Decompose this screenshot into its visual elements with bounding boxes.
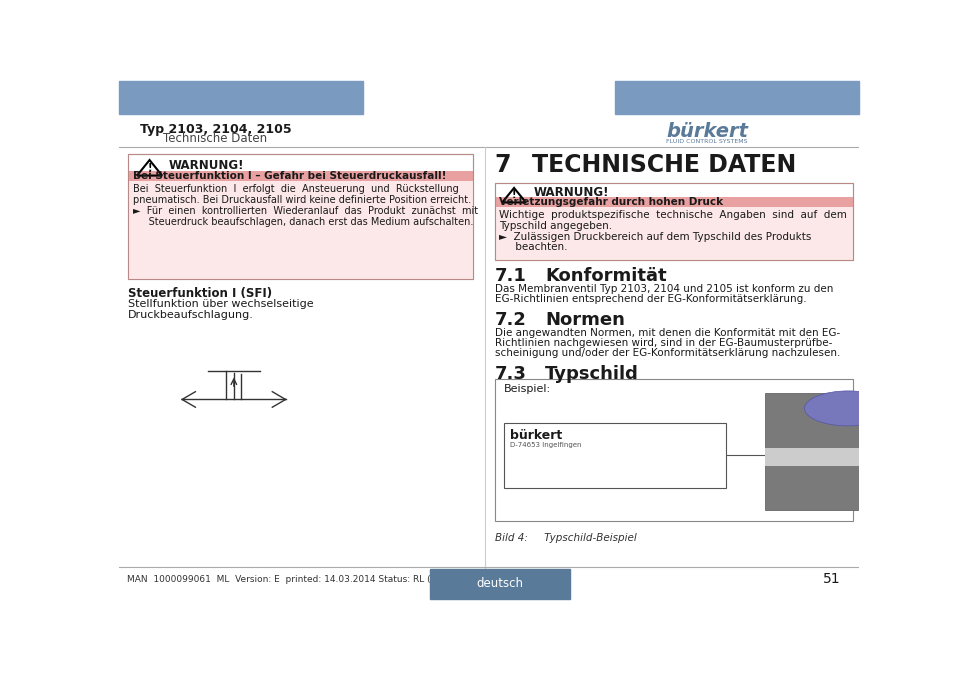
Text: !: !	[147, 162, 152, 172]
Bar	[495, 379, 852, 521]
Bar	[495, 183, 852, 260]
Bar	[495, 197, 852, 207]
Text: bürkert: bürkert	[665, 122, 747, 141]
Text: Die angewandten Normen, mit denen die Konformität mit den EG-: Die angewandten Normen, mit denen die Ko…	[495, 328, 840, 338]
Text: Wichtige  produktspezifische  technische  Angaben  sind  auf  dem: Wichtige produktspezifische technische A…	[498, 210, 846, 220]
Text: beachten.: beachten.	[498, 242, 567, 252]
Text: WARNUNG!: WARNUNG!	[169, 160, 244, 172]
Bar	[503, 423, 725, 487]
Text: ►  Für  einen  kontrollierten  Wiederanlauf  das  Produkt  zunächst  mit: ► Für einen kontrollierten Wiederanlauf …	[132, 206, 477, 216]
Text: Bei Steuerfunktion I – Gefahr bei Steuerdruckausfall!: Bei Steuerfunktion I – Gefahr bei Steuer…	[132, 171, 446, 181]
Text: Typ 2103, 2104, 2105: Typ 2103, 2104, 2105	[139, 123, 291, 137]
Bar	[128, 171, 472, 181]
Bar	[128, 181, 472, 279]
Text: Druckbeaufschlagung.: Druckbeaufschlagung.	[128, 310, 253, 320]
Text: !: !	[511, 190, 516, 200]
Bar	[764, 393, 923, 510]
Bar	[429, 569, 570, 599]
Text: 51: 51	[821, 572, 840, 586]
Text: Stellfunktion über wechselseitige: Stellfunktion über wechselseitige	[128, 299, 314, 310]
Text: Das Membranventil Typ 2103, 2104 und 2105 ist konform zu den: Das Membranventil Typ 2103, 2104 und 210…	[495, 285, 832, 294]
Text: Normen: Normen	[544, 311, 624, 329]
Text: deutsch: deutsch	[476, 577, 523, 590]
Text: Bei  Steuerfunktion  I  erfolgt  die  Ansteuerung  und  Rückstellung: Bei Steuerfunktion I erfolgt die Ansteue…	[132, 184, 457, 194]
Text: Beispiel:: Beispiel:	[503, 384, 550, 394]
Text: WARNUNG!: WARNUNG!	[533, 186, 608, 199]
Text: 7.2: 7.2	[495, 311, 526, 329]
Bar	[128, 154, 472, 279]
Text: 7.3: 7.3	[495, 365, 526, 383]
Text: Steuerfunktion I (SFI): Steuerfunktion I (SFI)	[128, 287, 272, 300]
Text: MAN  1000099061  ML  Version: E  printed: 14.03.2014 Status: RL (released | frei: MAN 1000099061 ML Version: E printed: 14…	[127, 575, 536, 583]
Text: FLUID CONTROL SYSTEMS: FLUID CONTROL SYSTEMS	[665, 139, 747, 145]
Text: scheinigung und/oder der EG-Konformitätserklärung nachzulesen.: scheinigung und/oder der EG-Konformitäts…	[495, 348, 840, 357]
Bar	[119, 81, 363, 114]
Text: Konformität: Konformität	[544, 267, 666, 285]
Text: pneumatisch. Bei Druckausfall wird keine definierte Position erreicht.: pneumatisch. Bei Druckausfall wird keine…	[132, 194, 470, 205]
Text: D-74653 Ingelfingen: D-74653 Ingelfingen	[509, 442, 580, 448]
Text: bürkert: bürkert	[509, 429, 561, 442]
Bar	[614, 81, 858, 114]
Bar	[764, 448, 923, 466]
Text: Steuerdruck beaufschlagen, danach erst das Medium aufschalten.: Steuerdruck beaufschlagen, danach erst d…	[132, 217, 473, 227]
Text: Technische Daten: Technische Daten	[163, 133, 267, 145]
Text: 7: 7	[495, 153, 511, 177]
Text: 7.1: 7.1	[495, 267, 526, 285]
Bar	[495, 183, 852, 260]
Text: Verletzungsgefahr durch hohen Druck: Verletzungsgefahr durch hohen Druck	[498, 197, 722, 207]
Text: Typschild: Typschild	[544, 365, 639, 383]
Text: ►  Zulässigen Druckbereich auf dem Typschild des Produkts: ► Zulässigen Druckbereich auf dem Typsch…	[498, 232, 811, 242]
Bar	[128, 154, 472, 279]
Text: TECHNISCHE DATEN: TECHNISCHE DATEN	[531, 153, 795, 177]
Text: EG-Richtlinien entsprechend der EG-Konformitätserklärung.: EG-Richtlinien entsprechend der EG-Konfo…	[495, 294, 805, 304]
Text: Richtlinien nachgewiesen wird, sind in der EG-Baumusterprüfbe-: Richtlinien nachgewiesen wird, sind in d…	[495, 338, 831, 348]
Text: Typschild angegeben.: Typschild angegeben.	[498, 221, 612, 231]
Bar	[495, 207, 852, 260]
Text: Bild 4:     Typschild-Beispiel: Bild 4: Typschild-Beispiel	[495, 532, 636, 542]
Ellipse shape	[803, 391, 891, 426]
